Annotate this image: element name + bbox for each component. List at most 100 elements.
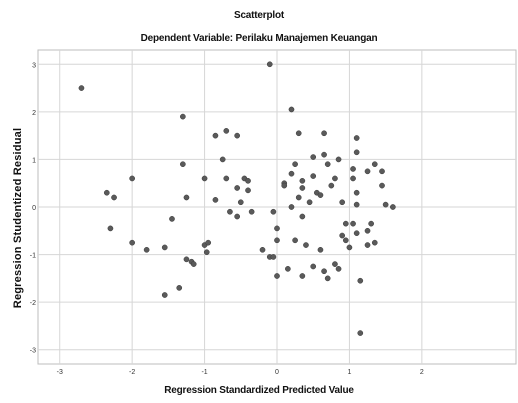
data-point [183, 194, 190, 201]
data-point [223, 175, 230, 182]
data-point [353, 189, 360, 196]
data-point [245, 177, 251, 184]
data-point [176, 285, 183, 291]
data-point [357, 330, 364, 336]
data-point [379, 182, 385, 189]
x-axis-label: Regression Standardized Predicted Value [164, 385, 354, 396]
data-point [353, 149, 360, 156]
x-tick-label: -2 [129, 369, 135, 376]
data-point [245, 187, 251, 194]
data-point [339, 232, 346, 239]
data-point [274, 237, 280, 244]
data-point [281, 182, 288, 189]
data-point [288, 170, 295, 177]
data-point [342, 237, 349, 244]
data-point [219, 156, 226, 163]
data-point [335, 265, 342, 272]
data-point [78, 85, 85, 91]
data-point [227, 208, 233, 215]
data-point [303, 242, 309, 248]
data-point [111, 194, 117, 201]
data-point [310, 173, 317, 179]
data-point [266, 61, 273, 68]
data-point [350, 166, 356, 172]
data-point [364, 168, 371, 175]
data-point [379, 168, 385, 175]
data-point [306, 199, 313, 206]
data-point [321, 151, 327, 158]
y-tick-label: 3 [32, 62, 36, 69]
x-tick-label: 1 [347, 369, 351, 376]
data-point [332, 261, 338, 267]
data-point [339, 199, 346, 206]
data-point [328, 182, 335, 189]
data-point [295, 194, 302, 201]
data-point [353, 201, 360, 208]
x-tick-label: -3 [57, 369, 63, 376]
y-tick-label: -2 [30, 300, 36, 307]
data-point [285, 265, 291, 272]
data-point [223, 128, 230, 134]
data-point [353, 230, 360, 237]
data-point [270, 254, 277, 260]
data-point [371, 239, 378, 246]
data-point [357, 277, 364, 284]
data-point [310, 154, 317, 160]
y-tick-label: -1 [30, 253, 36, 260]
data-point [129, 175, 136, 182]
data-point [248, 208, 255, 215]
data-point [161, 244, 168, 251]
data-point [129, 239, 136, 246]
data-point [321, 268, 327, 275]
data-point [143, 246, 150, 253]
chart-title: Scatterplot [233, 10, 285, 21]
data-point [342, 220, 349, 227]
data-point [317, 246, 324, 253]
data-point [169, 216, 175, 222]
x-tick-label: 0 [275, 369, 279, 376]
data-point [317, 192, 324, 198]
data-point [332, 175, 338, 182]
x-tick-label: -1 [201, 369, 207, 376]
data-point [299, 213, 306, 220]
y-tick-label: 0 [32, 205, 36, 212]
data-point [350, 220, 356, 227]
data-point [237, 199, 244, 206]
chart-subtitle: Dependent Variable: Perilaku Manajemen K… [140, 33, 378, 44]
data-point [212, 197, 219, 203]
data-point [161, 292, 168, 298]
y-tick-label: -3 [30, 348, 36, 355]
data-point [183, 256, 190, 263]
data-point [299, 185, 306, 191]
data-point [234, 185, 241, 191]
data-point [201, 175, 208, 182]
data-point [346, 244, 353, 251]
data-point [299, 273, 306, 279]
x-tick-label: 2 [420, 369, 424, 376]
data-point [310, 263, 317, 270]
data-point [259, 246, 266, 253]
y-tick-label: 1 [32, 157, 36, 164]
data-point [103, 189, 110, 196]
data-point [288, 204, 295, 210]
data-point [324, 275, 331, 282]
data-point [274, 273, 280, 279]
data-point [364, 227, 371, 234]
data-point [203, 249, 210, 256]
data-point [350, 175, 356, 182]
y-tick-label: 2 [32, 110, 36, 117]
data-point [390, 204, 396, 210]
data-point [299, 177, 306, 184]
data-point [295, 130, 302, 137]
y-axis-label: Regression Studentized Residual [12, 127, 24, 309]
data-point [212, 132, 219, 139]
data-point [292, 237, 298, 244]
data-point [107, 225, 114, 232]
data-point [335, 156, 342, 163]
data-point [353, 135, 360, 141]
data-point [324, 161, 331, 168]
data-point [205, 239, 212, 246]
data-point [270, 208, 277, 215]
data-point [368, 220, 375, 227]
